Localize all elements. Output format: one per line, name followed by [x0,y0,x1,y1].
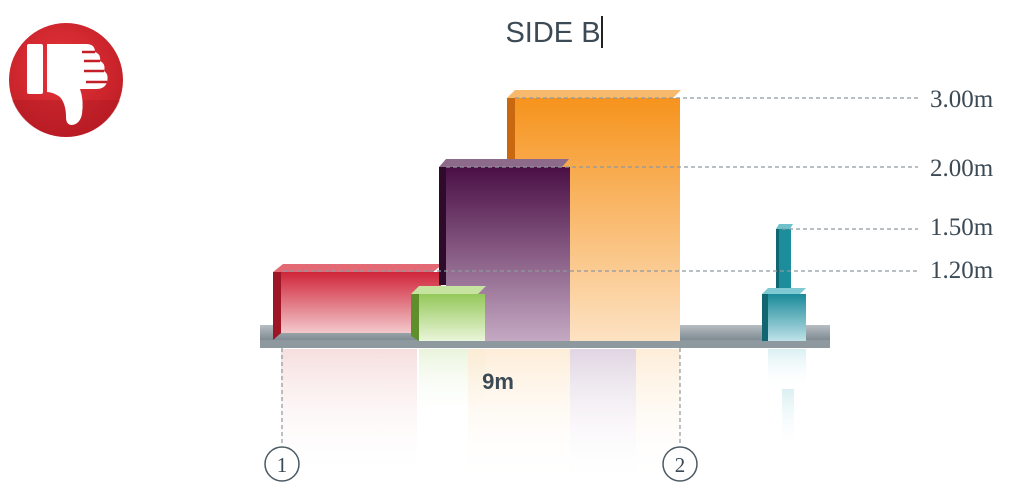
green-block [411,286,486,341]
teal-post [762,224,806,341]
leader-lines [281,97,918,444]
height-label-3m: 3.00m [930,86,994,113]
height-label-2m: 2.00m [930,155,994,182]
height-label-1-2m: 1.20m [930,257,994,284]
marker-2: 2 [662,446,698,482]
width-label: 9m [482,369,514,394]
height-label-1-5m: 1.50m [930,214,994,241]
reflections [281,349,806,484]
text-cursor [601,16,603,48]
marker-1: 1 [264,446,300,482]
marker-2-label: 2 [675,453,686,477]
thumbs-down-icon [27,44,108,125]
height-labels: 3.00m 2.00m 1.50m 1.20m [930,86,994,284]
diagram-title: SIDE B [505,17,600,49]
marker-1-label: 1 [277,453,288,477]
thumbs-down-badge [9,23,123,138]
